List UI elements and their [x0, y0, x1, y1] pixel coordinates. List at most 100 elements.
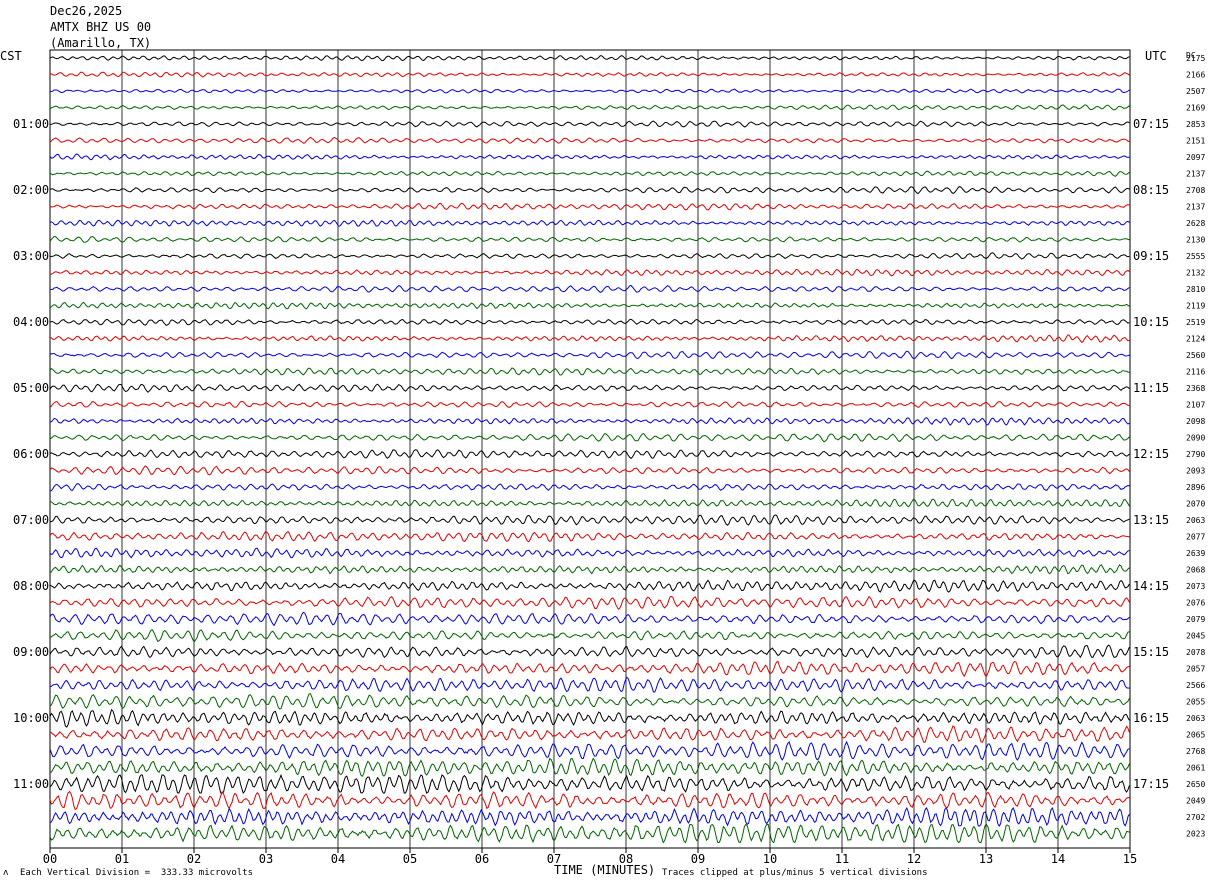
dc-offset-label: 2078: [1186, 648, 1205, 657]
trace-line: [49, 757, 1130, 778]
dc-offset-label: 2137: [1186, 170, 1205, 179]
trace-line: [49, 660, 1130, 678]
trace-line: [49, 823, 1130, 844]
dc-offset-label: 2169: [1186, 104, 1205, 113]
trace-line: [49, 301, 1130, 310]
dc-offset-label: 2098: [1186, 417, 1205, 426]
trace-line: [49, 773, 1130, 794]
x-tick-label: 02: [187, 852, 201, 866]
dc-offset-label: 2628: [1186, 219, 1205, 228]
dc-offset-label: 2097: [1186, 153, 1205, 162]
x-tick-label: 14: [1051, 852, 1065, 866]
dc-offset-label: 2810: [1186, 285, 1205, 294]
left-hour-label: 07:00: [13, 513, 49, 527]
trace-line: [49, 170, 1130, 177]
trace-line: [49, 725, 1130, 743]
left-hour-label: 03:00: [13, 249, 49, 263]
trace-line: [49, 55, 1130, 62]
dc-offset-label: 2023: [1186, 830, 1205, 839]
left-hour-label: 01:00: [13, 117, 49, 131]
x-tick-label: 00: [43, 852, 57, 866]
dc-offset-label: 2151: [1186, 137, 1205, 146]
trace-line: [49, 676, 1130, 693]
trace-line: [49, 350, 1130, 360]
trace-line: [49, 514, 1130, 526]
right-hour-label: 08:15: [1133, 183, 1169, 197]
trace-line: [49, 740, 1130, 761]
scale-note-icon: ʌ: [3, 868, 9, 878]
trace-line: [49, 383, 1130, 393]
trace-line: [49, 432, 1130, 443]
dc-offset-label: 2130: [1186, 236, 1205, 245]
x-axis-title: TIME (MINUTES): [554, 863, 656, 877]
dc-offset-label: 2107: [1186, 401, 1205, 410]
trace-line: [49, 417, 1130, 426]
x-tick-label: 09: [691, 852, 705, 866]
dc-offset-label: 2090: [1186, 434, 1205, 443]
dc-offset-label: 2063: [1186, 714, 1205, 723]
trace-line: [49, 318, 1130, 327]
dc-offset-label: 2166: [1186, 71, 1205, 80]
right-hour-label: 14:15: [1133, 579, 1169, 593]
dc-offset-label: 2519: [1186, 318, 1205, 327]
trace-line: [49, 202, 1130, 211]
dc-offset-label: 2070: [1186, 500, 1205, 509]
right-hour-label: 09:15: [1133, 249, 1169, 263]
dc-offset-label: 2853: [1186, 120, 1205, 129]
dc-offset-label: 2065: [1186, 731, 1205, 740]
dc-offset-label: 2555: [1186, 252, 1205, 261]
trace-line: [49, 136, 1130, 144]
dc-offset-label: 2639: [1186, 549, 1205, 558]
dc-offset-label: 2057: [1186, 665, 1205, 674]
dc-offset-label: 2055: [1186, 698, 1205, 707]
trace-line: [49, 693, 1130, 710]
trace-line: [49, 71, 1130, 78]
trace-line: [49, 547, 1130, 559]
right-hour-label: 11:15: [1133, 381, 1169, 395]
trace-line: [49, 629, 1130, 643]
left-hour-label: 05:00: [13, 381, 49, 395]
x-tick-label: 10: [763, 852, 777, 866]
dc-offset-label: 2124: [1186, 335, 1205, 344]
dc-offset-label: 2093: [1186, 467, 1205, 476]
left-hour-label: 08:00: [13, 579, 49, 593]
right-hour-label: 13:15: [1133, 513, 1169, 527]
plot-frame: [49, 49, 1131, 849]
dc-offset-label: 2061: [1186, 764, 1205, 773]
right-hour-label: 12:15: [1133, 447, 1169, 461]
left-hour-label: 10:00: [13, 711, 49, 725]
dc-offset-label: 2175: [1186, 54, 1205, 63]
dc-offset-label: 2063: [1186, 516, 1205, 525]
trace-line: [49, 104, 1130, 111]
dc-offset-label: 2896: [1186, 483, 1205, 492]
x-tick-label: 06: [475, 852, 489, 866]
clip-note: Traces clipped at plus/minus 5 vertical …: [662, 868, 928, 878]
dc-offset-label: 2045: [1186, 632, 1205, 641]
dc-offset-label: 2073: [1186, 582, 1205, 591]
trace-line: [49, 219, 1130, 227]
left-hour-label: 06:00: [13, 447, 49, 461]
dc-offset-label: 2768: [1186, 747, 1205, 756]
dc-offset-label: 2566: [1186, 681, 1205, 690]
trace-line: [49, 644, 1130, 659]
dc-offset-label: 2137: [1186, 203, 1205, 212]
trace-line: [49, 498, 1130, 508]
dc-offset-label: 2702: [1186, 813, 1205, 822]
trace-line: [49, 120, 1130, 128]
vertical-scale-note: Each Vertical Division = 333.33 microvol…: [20, 868, 253, 878]
x-tick-label: 11: [835, 852, 849, 866]
trace-line: [49, 186, 1130, 195]
trace-line: [49, 790, 1130, 811]
trace-line: [49, 465, 1130, 476]
dc-offset-label: 2507: [1186, 87, 1205, 96]
dc-offset-label: 2560: [1186, 351, 1205, 360]
trace-line: [49, 806, 1130, 827]
right-hour-label: 16:15: [1133, 711, 1169, 725]
left-hour-label: 04:00: [13, 315, 49, 329]
trace-line: [49, 579, 1130, 593]
dc-offset-label: 2077: [1186, 533, 1205, 542]
left-axis-title: CST: [0, 49, 22, 63]
trace-line: [49, 530, 1130, 543]
x-tick-label: 04: [331, 852, 345, 866]
